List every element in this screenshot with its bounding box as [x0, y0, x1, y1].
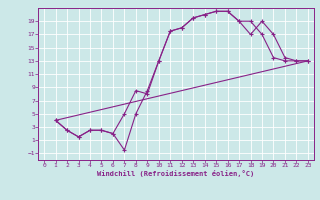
X-axis label: Windchill (Refroidissement éolien,°C): Windchill (Refroidissement éolien,°C) [97, 170, 255, 177]
